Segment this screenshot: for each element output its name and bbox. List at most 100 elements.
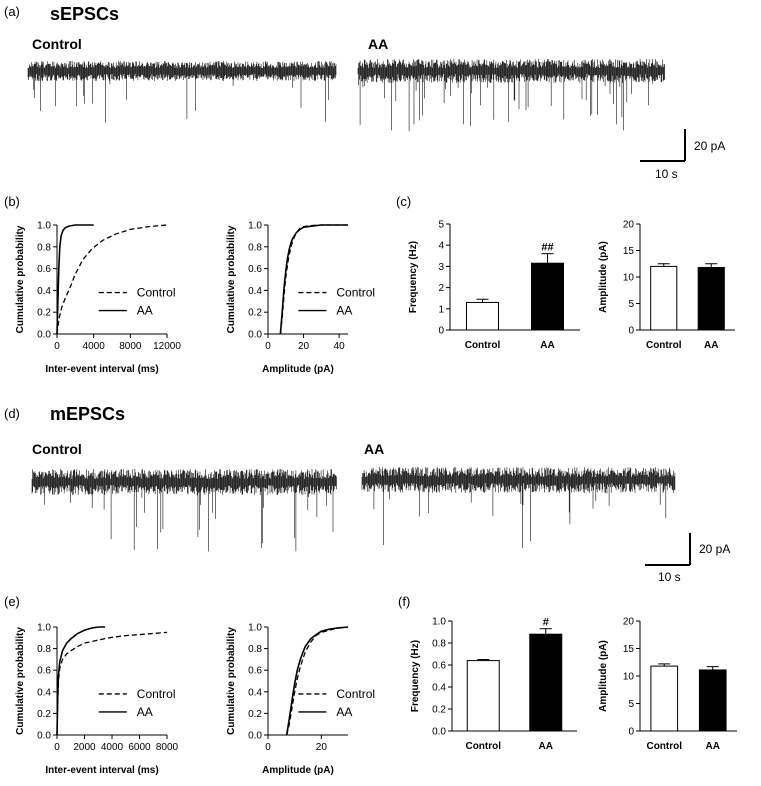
significance-marker: ##	[541, 242, 553, 254]
y-axis-label: Cumulative probability	[226, 627, 237, 735]
y-tick-label: 1.0	[37, 623, 51, 634]
panel-e-letter: (e)	[4, 594, 20, 609]
series-line-aa	[279, 224, 348, 335]
y-tick-label: 1.0	[248, 221, 262, 232]
panel-d-title: mEPSCs	[50, 404, 125, 424]
y-axis-label: Cumulative probability	[226, 225, 237, 333]
bar-aa	[531, 262, 564, 331]
chart-b-amplitude: 0.0 0.2 0.4 0.6 0.8 1.0 Cumulative probability…	[226, 221, 375, 376]
chart-b-interval: 0.0 0.2 0.4 0.6 0.8 1.0 Cumulative probability…	[15, 221, 181, 376]
y-tick-label: 0.2	[37, 709, 51, 720]
chart-e-interval: 0.0 0.2 0.4 0.6 0.8 1.0 Cumulative probability…	[15, 623, 179, 777]
y-tick-label: 0.6	[432, 661, 446, 672]
y-tick-label: 0.8	[248, 644, 262, 655]
y-tick-label: 0.6	[248, 666, 262, 677]
current-trace	[27, 61, 337, 123]
panel-d-letter: (d)	[4, 406, 20, 421]
x-axis-label: Inter-event interval (ms)	[45, 364, 158, 375]
y-tick-label: 1.0	[37, 221, 51, 232]
y-tick-label: 5	[628, 299, 634, 310]
y-tick-label: 4	[438, 241, 444, 252]
x-tick-label: 8000	[119, 341, 142, 352]
y-tick-label: 0	[628, 727, 634, 738]
legend-label-aa: AA	[137, 304, 153, 318]
y-tick-label: 0.4	[37, 286, 51, 297]
y-tick-label: 0.8	[37, 644, 51, 655]
series-line-control	[56, 631, 168, 736]
x-tick-label: 12000	[153, 341, 181, 352]
x-category-label: AA	[706, 741, 720, 752]
y-tick-label: 0.6	[37, 666, 51, 677]
x-tick-label: 0	[265, 341, 271, 352]
bar-aa	[697, 266, 725, 331]
chart-c-frequency: 0 1 2 3 4 5 Frequency (Hz) Control ## AA	[408, 220, 580, 351]
y-tick-label: 0.4	[432, 683, 446, 694]
bar-control	[466, 301, 499, 331]
bar-aa	[698, 669, 727, 732]
panel-a-letter: (a)	[4, 4, 20, 19]
y-tick-label: 5	[438, 220, 444, 231]
series-line-aa	[56, 626, 106, 736]
x-tick-label: 8000	[156, 742, 179, 753]
y-tick-label: 0.0	[432, 727, 446, 738]
x-category-label: Control	[465, 340, 501, 351]
y-tick-label: 0.8	[432, 639, 446, 650]
x-tick-label: 2000	[73, 742, 96, 753]
scale-bar-a-y-label: 20 pA	[694, 139, 725, 153]
y-tick-label: 1	[438, 304, 444, 315]
legend-label-control: Control	[336, 687, 375, 701]
x-category-label: Control	[465, 741, 501, 752]
chart-c-amplitude: 0 5 10 15 20 Amplitude (pA) Control AA	[598, 220, 735, 351]
chart-e-amplitude: 0.0 0.2 0.4 0.6 0.8 1.0 Cumulative probability…	[226, 623, 375, 777]
trace-a-aa	[357, 59, 665, 132]
y-axis-label: Cumulative probability	[15, 225, 26, 333]
y-tick-label: 0.6	[248, 264, 262, 275]
legend-label-aa: AA	[336, 705, 352, 719]
current-trace	[357, 59, 665, 132]
x-tick-label: 20	[298, 341, 310, 352]
current-trace	[31, 469, 337, 552]
x-tick-label: 4000	[83, 341, 106, 352]
x-tick-label: 0	[265, 742, 271, 753]
y-tick-label: 0.0	[37, 330, 51, 341]
series-line-aa	[56, 224, 94, 335]
y-tick-label: 15	[623, 246, 635, 257]
bar-control	[650, 265, 678, 331]
y-tick-label: 0.0	[248, 731, 262, 742]
y-tick-label: 2	[438, 283, 444, 294]
panel-d-aa-label: AA	[364, 441, 384, 457]
legend-label-aa: AA	[336, 304, 352, 318]
series-line-control	[279, 224, 348, 335]
y-tick-label: 0.2	[248, 308, 262, 319]
y-tick-label: 0.2	[248, 709, 262, 720]
x-tick-label: 0	[54, 742, 60, 753]
x-category-label: Control	[646, 340, 682, 351]
y-tick-label: 20	[623, 220, 635, 231]
y-tick-label: 1.0	[248, 623, 262, 634]
y-tick-label: 0.2	[37, 308, 51, 319]
y-axis-label: Frequency (Hz)	[410, 640, 421, 712]
trace-d-control	[31, 469, 337, 552]
series-line-control	[286, 626, 349, 736]
panel-d-control-label: Control	[32, 441, 82, 457]
y-tick-label: 10	[623, 672, 635, 683]
chart-f-frequency: 0.0 0.2 0.4 0.6 0.8 1.0 Frequency (Hz) Control #…	[410, 617, 577, 752]
x-axis-label: Inter-event interval (ms)	[45, 765, 158, 776]
y-tick-label: 15	[623, 644, 635, 655]
series-line-aa	[285, 626, 349, 736]
y-axis-label: Amplitude (pA)	[598, 241, 609, 313]
panel-a-control-label: Control	[32, 36, 82, 52]
scale-bar-a: 20 pA 10 s	[640, 129, 725, 181]
y-tick-label: 20	[623, 617, 635, 628]
trace-d-aa	[361, 467, 676, 549]
x-tick-label: 0	[54, 341, 60, 352]
y-tick-label: 5	[628, 699, 634, 710]
current-trace	[361, 467, 676, 549]
chart-f-amplitude: 0 5 10 15 20 Amplitude (pA) Control AA	[598, 617, 737, 752]
y-axis-label: Amplitude (pA)	[598, 640, 609, 712]
scale-bar-d-x-label: 10 s	[658, 570, 681, 584]
scale-bar-d: 20 pA 10 s	[645, 533, 730, 584]
x-category-label: Control	[646, 741, 682, 752]
y-tick-label: 0.0	[248, 330, 262, 341]
